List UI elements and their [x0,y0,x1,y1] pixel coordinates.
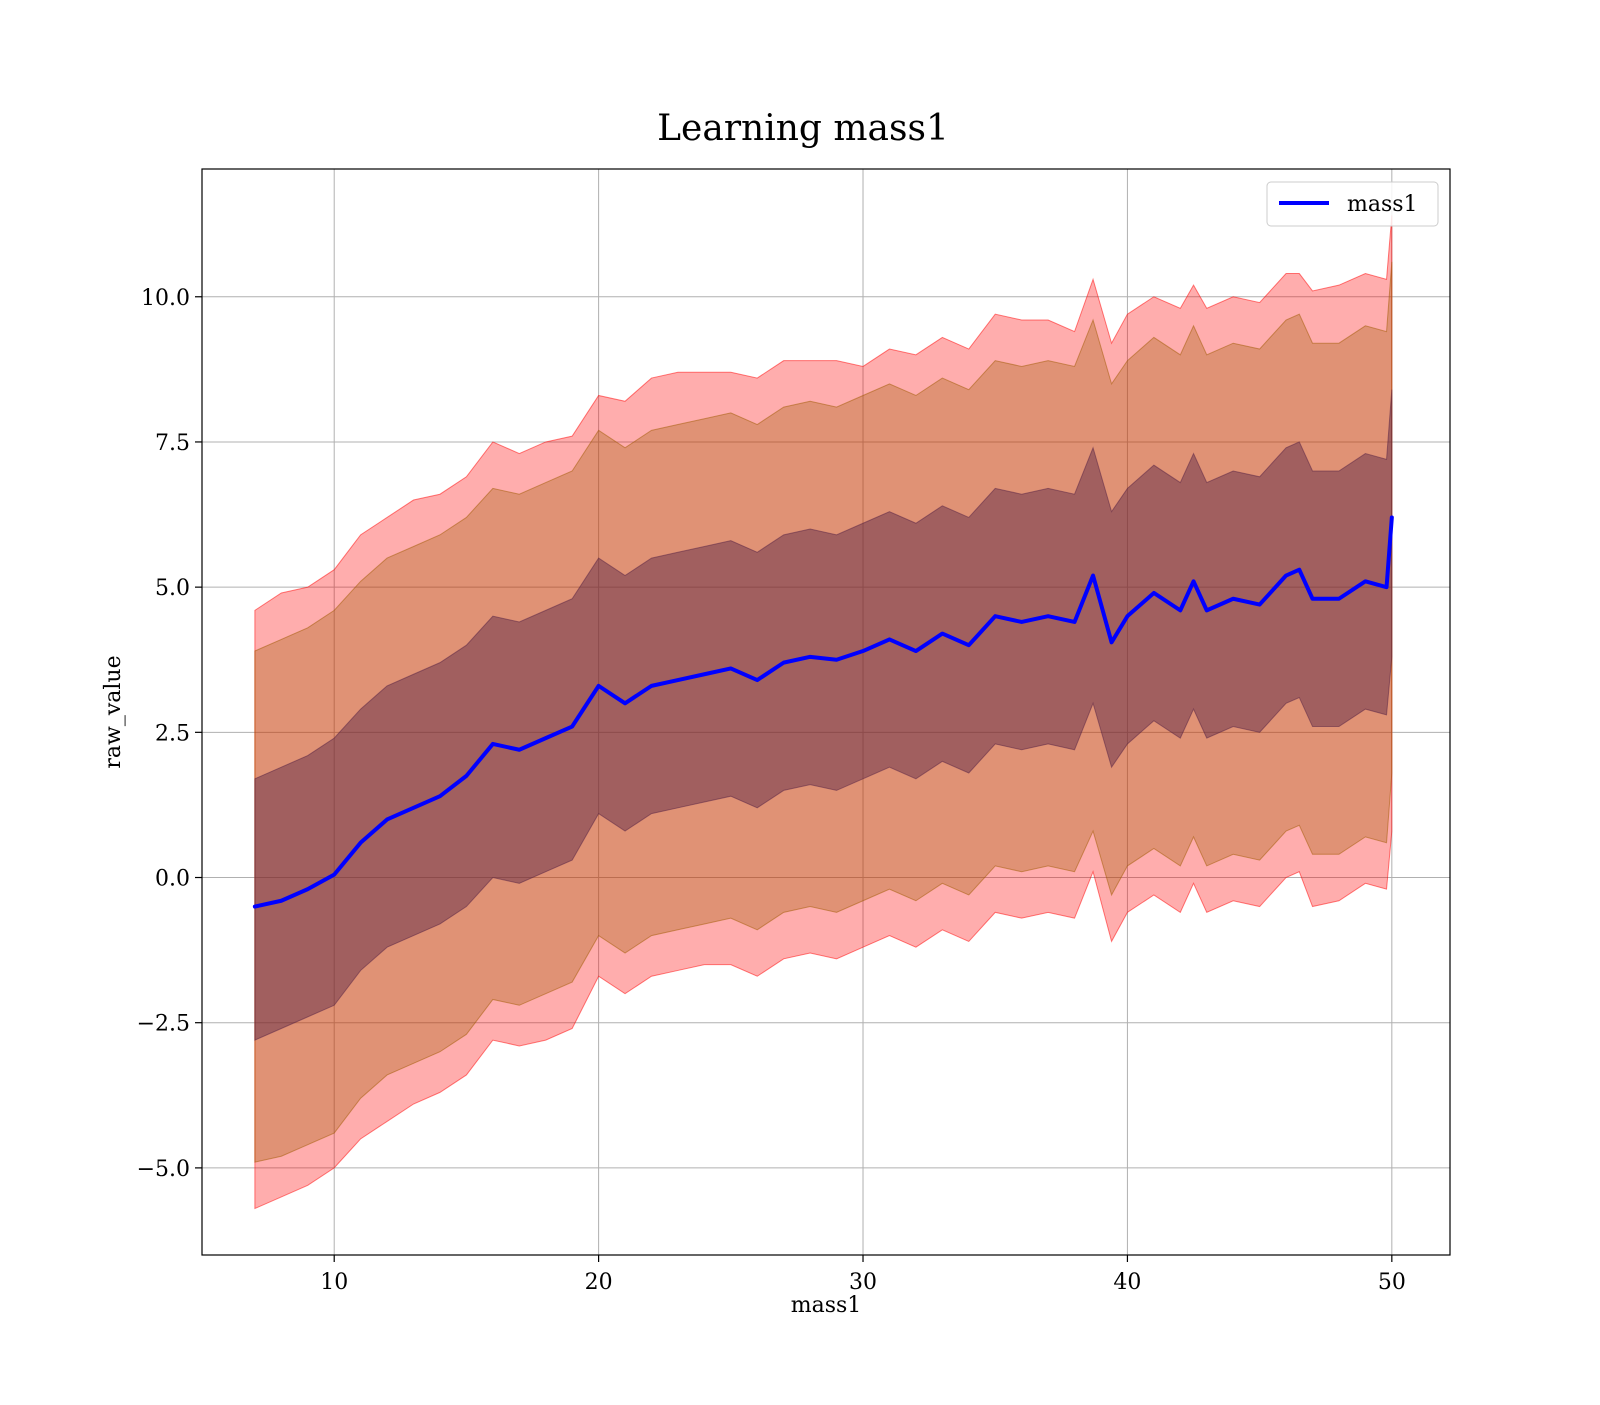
x-axis-ticks: 10 20 30 40 50 [320,1255,1406,1295]
band-outer [254,215,1393,1210]
x-tick-label-1: 20 [585,1270,613,1295]
x-axis-label: mass1 [791,1293,862,1318]
band-middle [254,261,1393,1163]
band-inner [254,389,1393,1041]
confidence-bands [254,215,1393,1210]
legend: mass1 [1266,181,1439,227]
y-tick-label-2: 0.0 [155,867,190,892]
series-line-mass1 [252,515,1394,909]
y-tick-label-4: 5.0 [155,576,190,601]
x-tick-label-3: 40 [1113,1270,1141,1295]
y-tick-label-0: −5.0 [137,1157,190,1182]
y-axis-ticks: −5.0 −2.5 0.0 2.5 5.0 7.5 10.0 [137,286,202,1182]
y-tick-label-1: −2.5 [137,1012,190,1037]
chart-title: Learning mass1 [657,108,949,149]
y-tick-label-6: 10.0 [141,286,190,311]
y-tick-label-3: 2.5 [155,721,190,746]
y-axis-label: raw_value [101,655,126,768]
x-tick-label-2: 30 [849,1270,877,1295]
x-tick-label-4: 50 [1378,1270,1406,1295]
plot-frame [201,168,1451,1256]
y-tick-label-5: 7.5 [155,431,190,456]
series-lines [252,515,1394,909]
legend-box [1266,181,1439,227]
x-tick-label-0: 10 [320,1270,348,1295]
legend-label-mass1: mass1 [1347,192,1418,217]
